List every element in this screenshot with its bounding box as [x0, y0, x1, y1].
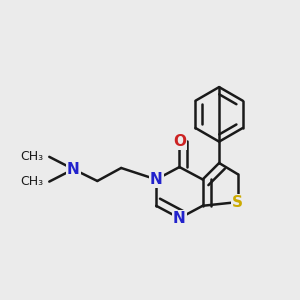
- Text: CH₃: CH₃: [20, 150, 43, 163]
- Text: CH₃: CH₃: [20, 175, 43, 188]
- Text: O: O: [173, 134, 186, 149]
- Text: S: S: [232, 195, 243, 210]
- Text: N: N: [173, 211, 186, 226]
- Text: N: N: [150, 172, 163, 187]
- Text: N: N: [67, 162, 80, 177]
